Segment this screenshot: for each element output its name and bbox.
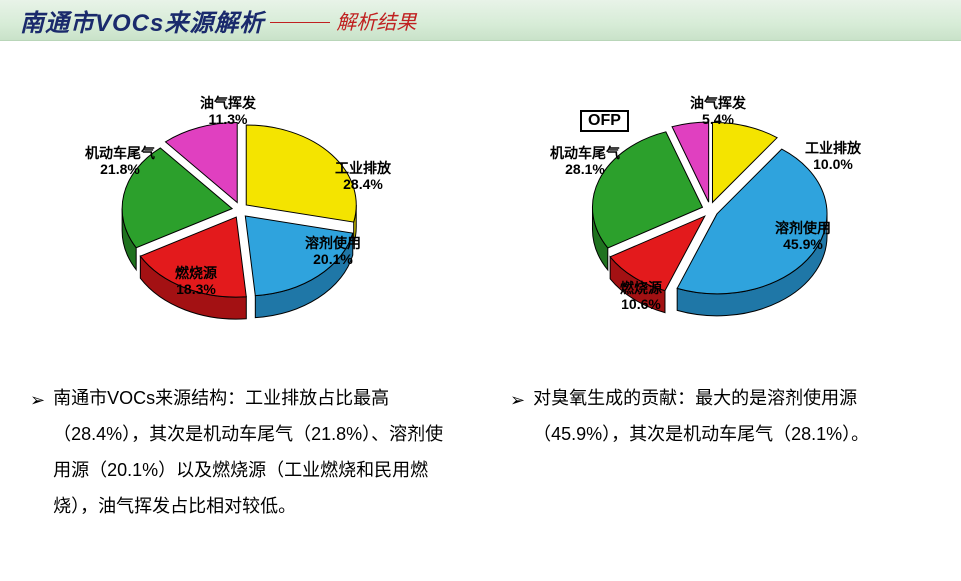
ofp-contribution-pie: 工业排放10.0%溶剂使用45.9%燃烧源10.6%机动车尾气28.1%油气挥发… bbox=[560, 100, 880, 365]
pie-slice-label: 机动车尾气28.1% bbox=[550, 145, 620, 177]
note-left-col: ➢ 南通市VOCs来源结构：工业排放占比最高（28.4%），其次是机动车尾气（2… bbox=[30, 380, 450, 524]
pie-slice-label: 机动车尾气21.8% bbox=[85, 145, 155, 177]
pie-slice-label: 工业排放28.4% bbox=[335, 160, 391, 192]
page-title: 南通市VOCs来源解析 bbox=[20, 3, 264, 38]
pie-slice-label: 油气挥发11.3% bbox=[200, 95, 256, 127]
pie-slice-label: 油气挥发5.4% bbox=[690, 95, 746, 127]
note-left: ➢ 南通市VOCs来源结构：工业排放占比最高（28.4%），其次是机动车尾气（2… bbox=[30, 380, 450, 524]
pie-slice-label: 溶剂使用20.1% bbox=[305, 235, 361, 267]
note-right: ➢ 对臭氧生成的贡献：最大的是溶剂使用源（45.9%），其次是机动车尾气（28.… bbox=[510, 380, 930, 452]
page-subtitle: 解析结果 bbox=[336, 6, 416, 35]
notes-row: ➢ 南通市VOCs来源结构：工业排放占比最高（28.4%），其次是机动车尾气（2… bbox=[30, 380, 930, 524]
pie-slice-label: 燃烧源18.3% bbox=[175, 265, 217, 297]
bullet-icon: ➢ bbox=[510, 382, 525, 418]
title-divider bbox=[270, 22, 330, 23]
bullet-icon: ➢ bbox=[30, 382, 45, 418]
title-bar: 南通市VOCs来源解析 解析结果 bbox=[0, 0, 961, 41]
pie-slice-label: 工业排放10.0% bbox=[805, 140, 861, 172]
pie-slice-label: 溶剂使用45.9% bbox=[775, 220, 831, 252]
charts-row: 工业排放28.4%溶剂使用20.1%燃烧源18.3%机动车尾气21.8%油气挥发… bbox=[0, 100, 961, 360]
vocs-source-pie: 工业排放28.4%溶剂使用20.1%燃烧源18.3%机动车尾气21.8%油气挥发… bbox=[90, 100, 410, 365]
pie-slice-label: 燃烧源10.6% bbox=[620, 280, 662, 312]
note-left-text: 南通市VOCs来源结构：工业排放占比最高（28.4%），其次是机动车尾气（21.… bbox=[53, 380, 450, 524]
note-right-text: 对臭氧生成的贡献：最大的是溶剂使用源（45.9%），其次是机动车尾气（28.1%… bbox=[533, 380, 930, 452]
note-right-col: ➢ 对臭氧生成的贡献：最大的是溶剂使用源（45.9%），其次是机动车尾气（28.… bbox=[510, 380, 930, 524]
